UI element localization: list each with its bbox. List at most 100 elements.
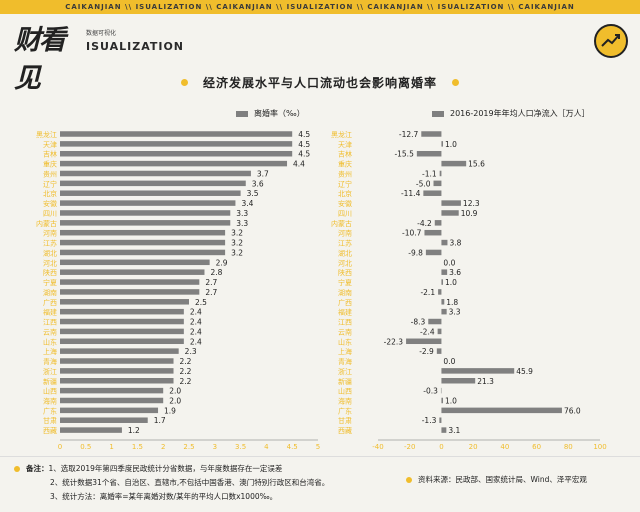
left-tick-label: 0 [58,443,62,451]
left-value-label: 3.3 [236,219,248,228]
right-bar [441,240,447,246]
left-tick-label: 4.5 [287,443,298,451]
right-value-label: -0.3 [423,387,438,396]
left-bar [60,171,251,177]
left-value-label: 3.2 [231,248,243,257]
right-tick-label: 40 [500,443,509,451]
left-value-label: 2.7 [205,288,217,297]
right-category-label: 北京 [338,189,352,198]
right-category-label: 吉林 [338,150,352,159]
right-bar [441,269,447,275]
left-category-label: 海南 [43,396,57,405]
left-bar [60,348,179,354]
right-bar [437,348,442,354]
left-category-label: 新疆 [43,377,57,386]
right-tick-label: -20 [404,443,415,451]
left-category-label: 宁夏 [43,278,57,287]
left-bar [60,279,199,285]
left-category-label: 广东 [43,406,57,415]
right-value-label: 76.0 [564,406,581,415]
left-tick-label: 5 [316,443,320,451]
left-bar [60,378,174,384]
left-bar [60,220,230,226]
right-category-label: 重庆 [338,160,352,169]
left-value-label: 3.7 [257,169,269,178]
left-category-label: 山西 [43,387,57,396]
right-value-label: -2.1 [420,288,435,297]
right-value-label: 1.0 [445,278,457,287]
left-tick-label: 0.5 [80,443,91,451]
right-value-label: -15.5 [394,150,414,159]
note-2: 2、统计数据31个省、自治区、直辖市,不包括中国香港、澳门特别行政区和台湾省。 [50,478,329,487]
left-bar [60,339,184,345]
left-value-label: 3.4 [241,199,253,208]
right-category-label: 广东 [338,406,352,415]
right-bar [438,289,441,295]
left-tick-label: 3.5 [235,443,246,451]
left-tick-label: 2 [161,443,165,451]
left-bar [60,368,174,374]
left-category-label: 河北 [43,259,57,267]
left-value-label: 2.0 [169,387,181,396]
right-category-label: 辽宁 [338,179,352,188]
right-bar [441,309,446,315]
right-value-label: 0.0 [443,357,455,366]
right-category-label: 湖南 [338,288,352,297]
left-bar [60,417,148,423]
right-tick-label: 20 [469,443,478,451]
right-bar [434,181,442,187]
left-category-label: 青海 [43,357,57,366]
left-value-label: 4.5 [298,150,310,159]
left-bar [60,309,184,315]
left-bar [60,319,184,325]
right-tick-label: 100 [593,443,606,451]
left-bar [60,151,292,157]
right-category-label: 西藏 [338,426,352,435]
right-category-label: 安徽 [338,199,352,208]
left-value-label: 1.7 [154,416,166,425]
left-value-label: 3.3 [236,209,248,218]
left-category-label: 内蒙古 [36,219,57,228]
right-value-label: 3.3 [449,308,461,317]
right-bar [441,210,458,216]
left-value-label: 2.2 [180,367,192,376]
right-value-label: 12.3 [463,199,480,208]
left-bar [60,269,204,275]
left-value-label: 3.6 [252,179,264,188]
left-category-label: 湖南 [43,288,57,297]
right-category-label: 青海 [338,357,352,366]
left-value-label: 2.3 [185,347,197,356]
note-lead: 备注： [26,464,49,473]
right-tick-label: -40 [372,443,383,451]
note-line-3: 3、统计方法：离婚率=某年离婚对数/某年的平均人口数x1000‰。 [50,491,277,502]
right-bar [441,200,461,206]
note-dot-icon [14,466,20,472]
right-category-label: 海南 [338,396,352,405]
left-bar [60,260,210,266]
right-value-label: -12.7 [399,130,419,139]
right-bar [441,141,443,147]
left-value-label: 1.2 [128,426,140,435]
right-bar [441,368,514,374]
right-value-label: -9.8 [408,248,423,257]
left-value-label: 2.4 [190,337,202,346]
right-value-label: -5.0 [416,179,431,188]
right-bar [435,220,442,226]
left-category-label: 山东 [43,337,57,346]
right-value-label: 15.6 [468,160,485,169]
left-bar [60,210,230,216]
right-value-label: 10.9 [461,209,478,218]
left-bar [60,181,246,187]
left-category-label: 江苏 [43,239,57,248]
left-value-label: 4.4 [293,160,305,169]
left-category-label: 四川 [43,210,57,218]
right-category-label: 陕西 [338,268,352,277]
left-bar [60,289,199,295]
left-category-label: 西藏 [43,426,57,435]
left-bar [60,427,122,433]
right-value-label: 3.6 [449,268,461,277]
right-category-label: 福建 [338,308,352,317]
right-bar [421,131,441,137]
left-value-label: 2.2 [180,377,192,386]
right-category-label: 天津 [338,141,352,149]
